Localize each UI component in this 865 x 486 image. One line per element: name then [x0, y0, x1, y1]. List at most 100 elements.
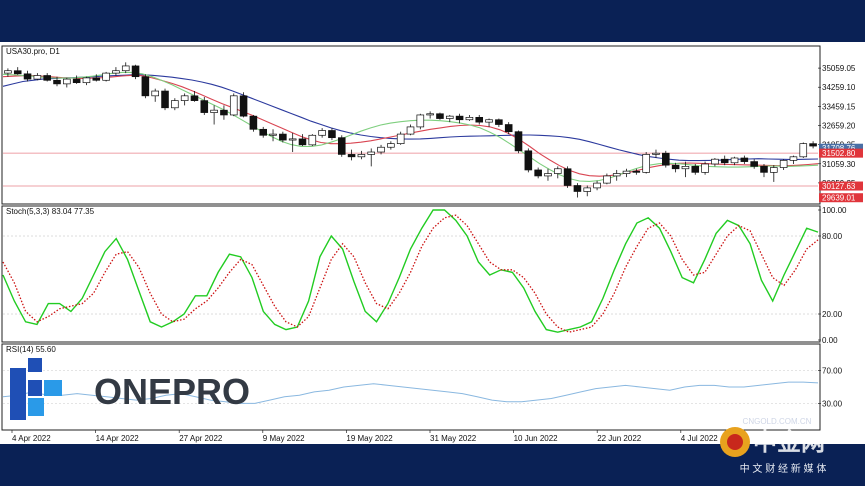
price-tag-label: 31502.80 [822, 149, 856, 158]
candle-body [465, 116, 474, 121]
price-tick-label: 35059.05 [822, 64, 856, 73]
onepro-logo: ONEPRO [10, 358, 250, 420]
candle-body [33, 75, 42, 80]
price-tag [819, 181, 863, 191]
candle-body [514, 131, 523, 152]
chart-area: 35059.0534259.1033459.1532659.2031859.25… [0, 42, 865, 444]
candle-body [259, 128, 267, 136]
price-panel-frame [1, 45, 821, 205]
candle-body [632, 170, 641, 173]
x-axis: 4 Apr 2022 14 Apr 2022 27 Apr 2022 9 May 20… [11, 430, 718, 443]
candle-body [131, 65, 140, 78]
candle-body [180, 95, 189, 101]
candle-body [563, 168, 572, 186]
candle-body [524, 150, 533, 171]
price-tag-label: 29639.01 [822, 194, 856, 203]
candle-body [72, 78, 81, 84]
candle-body [298, 138, 307, 146]
candle-body [554, 168, 562, 174]
candle-body [63, 78, 71, 85]
price-tag [819, 148, 863, 158]
stoch-tick-label: 20.00 [822, 310, 843, 319]
candle-body [288, 138, 297, 141]
candle-body [455, 115, 464, 121]
candle-body [544, 173, 552, 177]
x-tick-label: 9 May 2022 [263, 434, 305, 443]
candle-body [760, 166, 768, 173]
candle-body [740, 157, 749, 162]
rsi-tick-label: 70.00 [822, 367, 843, 376]
x-tick-label: 31 May 2022 [430, 434, 477, 443]
candle-body [406, 126, 415, 135]
candle-body [671, 164, 680, 170]
stoch-signal-line [2, 214, 819, 333]
candle-body [789, 156, 798, 161]
x-tick-label: 14 Apr 2022 [96, 434, 140, 443]
price-tag [819, 143, 863, 153]
candle-body [750, 161, 758, 167]
price-tag-label: 30127.63 [822, 182, 856, 191]
candle-body [495, 119, 503, 125]
x-tick-label: 27 Apr 2022 [179, 434, 223, 443]
candle-body [269, 133, 277, 136]
x-tick-label: 19 May 2022 [346, 434, 393, 443]
candle-body [229, 95, 238, 116]
candle-body [426, 113, 434, 116]
price-panel: 35059.0534259.1033459.1532659.2031859.25… [2, 62, 863, 203]
cngold-logo: CNGOLD.COM.CN 中金网 中 文 财 经 新 媒 体 [720, 417, 827, 475]
candle-body [200, 100, 209, 113]
candle-body [612, 173, 621, 177]
candle-body [367, 151, 376, 155]
candle-body [475, 116, 484, 123]
candle-body [583, 187, 592, 192]
rsi-tick-label: 30.00 [822, 399, 843, 408]
candle-body [720, 158, 729, 164]
candle-body [112, 70, 120, 74]
x-tick-label: 10 Jun 2022 [514, 434, 559, 443]
rsi-panel-frame [1, 343, 821, 431]
stoch-tick-label: 100.00 [822, 206, 847, 215]
candle-body [573, 185, 582, 192]
candle-body [82, 77, 91, 84]
candle-body [308, 134, 317, 146]
cngold-name: 中金网 [753, 428, 825, 456]
candle-body [4, 70, 12, 74]
candle-body [13, 70, 22, 75]
candle-body [534, 169, 542, 177]
candle-body [357, 154, 366, 158]
rsi-title: RSI(14) 55.60 [6, 345, 56, 354]
price-tick-label: 31059.30 [822, 160, 856, 169]
candle-body [23, 73, 32, 80]
candle-body [485, 119, 493, 123]
cngold-domain: CNGOLD.COM.CN [743, 417, 812, 426]
candle-body [396, 133, 405, 145]
candle-body [377, 146, 385, 153]
candle-body [642, 154, 650, 173]
candle-body [249, 115, 258, 130]
stoch-main-line [2, 209, 819, 333]
candle-body [730, 157, 739, 164]
candle-body [711, 158, 719, 165]
candle-body [622, 170, 631, 174]
candle-body [779, 160, 788, 168]
chart-svg: 35059.0534259.1033459.1532659.2031859.25… [1, 45, 863, 443]
candle-body [436, 113, 444, 119]
candle-body [799, 143, 808, 158]
candle-body [141, 76, 150, 97]
candle-body [279, 133, 287, 141]
candle-body [681, 166, 690, 170]
candle-body [593, 182, 601, 189]
candle-body [662, 152, 670, 166]
cngold-tagline: 中 文 财 经 新 媒 体 [740, 462, 827, 475]
footer-bar [0, 444, 865, 486]
price-tick-label: 32659.20 [822, 121, 856, 130]
candle-body [603, 175, 611, 184]
onepro-logo-mark [10, 358, 62, 420]
candle-body [328, 130, 336, 139]
candle-body [387, 143, 395, 148]
candle-body [53, 79, 61, 85]
candle-body [652, 152, 660, 155]
candle-body [318, 130, 326, 136]
candle-body [239, 95, 248, 117]
stoch-title: Stoch(5,3,3) 83.04 77.35 [6, 207, 95, 216]
